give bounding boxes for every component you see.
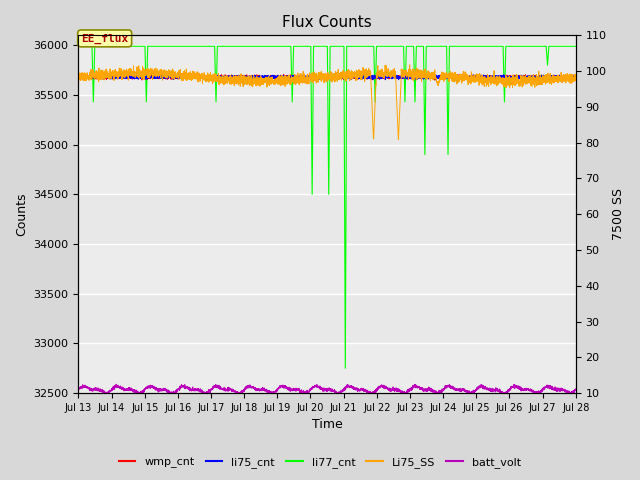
Y-axis label: 7500 SS: 7500 SS bbox=[612, 188, 625, 240]
X-axis label: Time: Time bbox=[312, 419, 342, 432]
Text: EE_flux: EE_flux bbox=[81, 33, 128, 44]
Bar bbox=[79, 144, 576, 194]
Title: Flux Counts: Flux Counts bbox=[282, 15, 372, 30]
Bar bbox=[79, 244, 576, 294]
Bar bbox=[79, 343, 576, 393]
Legend: wmp_cnt, li75_cnt, li77_cnt, Li75_SS, batt_volt: wmp_cnt, li75_cnt, li77_cnt, Li75_SS, ba… bbox=[115, 452, 525, 472]
Y-axis label: Counts: Counts bbox=[15, 192, 28, 236]
Bar bbox=[79, 45, 576, 95]
